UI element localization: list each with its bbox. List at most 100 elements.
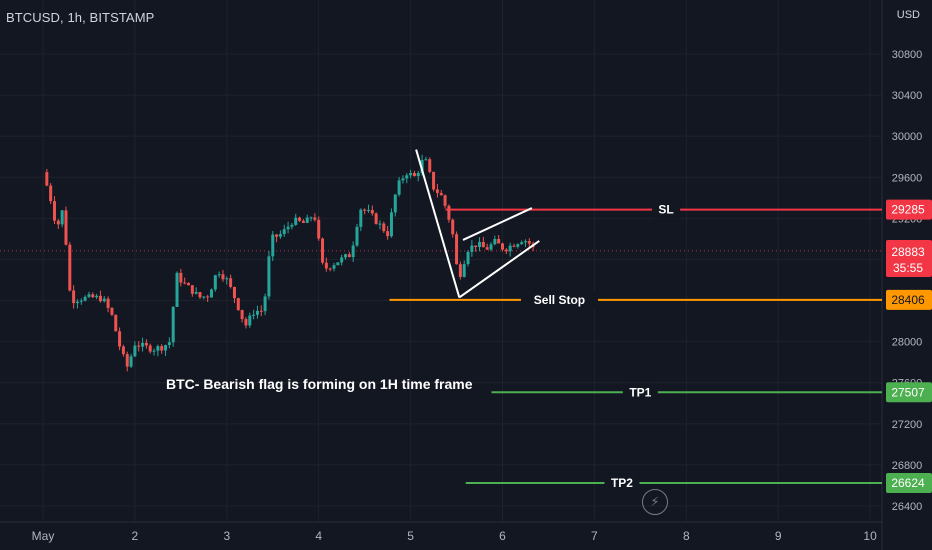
level-label-bg xyxy=(652,200,681,219)
candle-body xyxy=(141,342,145,347)
candle-body xyxy=(474,245,478,248)
candle-body xyxy=(240,309,244,320)
candle-body xyxy=(512,245,516,247)
candle-body xyxy=(508,245,512,252)
candle-body xyxy=(183,282,187,284)
x-tick-label: 2 xyxy=(132,529,139,543)
level-price-value: 26624 xyxy=(891,476,925,490)
candle-body xyxy=(485,247,489,250)
candle-body xyxy=(152,350,156,352)
candle-body xyxy=(137,345,141,347)
candle-body xyxy=(106,298,110,308)
candle-body xyxy=(324,262,328,269)
candle-body xyxy=(428,159,432,172)
y-tick-label: 30000 xyxy=(892,131,923,143)
level-lines: SL Sell Stop TP1 TP2 xyxy=(389,200,882,492)
candle-body xyxy=(493,239,497,245)
candle-body xyxy=(466,251,470,265)
candle-body xyxy=(336,262,340,266)
x-tick-label: 4 xyxy=(315,529,322,543)
currency-label[interactable]: USD xyxy=(896,9,920,21)
level-price-tags: 29285 28406 27507 26624 xyxy=(886,199,932,493)
level-price-value: 28406 xyxy=(891,293,925,307)
candle-body xyxy=(190,285,194,294)
x-tick-label: May xyxy=(32,529,55,543)
candle-body xyxy=(405,175,409,179)
candle-body xyxy=(497,239,501,244)
candle-body xyxy=(481,242,485,248)
candle-body xyxy=(382,223,386,232)
candle-body xyxy=(370,210,374,214)
candle-body xyxy=(259,310,263,312)
candle-body xyxy=(91,294,95,298)
candle-body xyxy=(397,180,401,195)
candle-body xyxy=(366,210,370,212)
candle-body xyxy=(209,289,213,298)
level-label-bg xyxy=(604,473,640,492)
candle-body xyxy=(164,345,168,351)
y-tick-label: 29600 xyxy=(892,172,923,184)
candle-body xyxy=(275,234,279,237)
candle-body xyxy=(110,307,114,315)
candle-body xyxy=(282,229,286,235)
candle-body xyxy=(133,345,137,357)
candle-body xyxy=(148,345,152,352)
candle-body xyxy=(435,189,439,193)
price-axis[interactable]: 2640026800272002760028000284002880029200… xyxy=(892,49,923,513)
candle-body xyxy=(98,295,102,302)
candle-countdown: 35:55 xyxy=(893,261,923,275)
candle-body xyxy=(52,201,56,221)
candle-body xyxy=(187,283,191,286)
current-price-value: 28883 xyxy=(891,245,925,259)
candle-body xyxy=(393,194,397,213)
candle-body xyxy=(118,331,122,347)
x-tick-label: 10 xyxy=(863,529,877,543)
current-price-tag: 28883 35:55 xyxy=(886,240,932,277)
flagpole-line[interactable] xyxy=(415,149,461,298)
level-price-value: 29285 xyxy=(891,203,925,217)
candle-body xyxy=(102,298,106,302)
candle-body xyxy=(458,264,462,277)
candle-body xyxy=(409,172,413,176)
candle-body xyxy=(248,315,252,326)
candle-body xyxy=(202,296,206,298)
candle-body xyxy=(217,274,221,276)
candle-body xyxy=(56,220,60,225)
candle-body xyxy=(263,296,267,312)
flag-upper-line[interactable] xyxy=(462,207,533,241)
candle-body xyxy=(252,314,256,316)
candle-body xyxy=(344,254,348,258)
candle-body xyxy=(244,319,248,326)
candle-body xyxy=(286,226,290,230)
candle-body xyxy=(439,192,443,196)
flag-lower-line[interactable] xyxy=(458,240,540,299)
level-price-tag xyxy=(886,289,932,310)
y-tick-label: 30400 xyxy=(892,90,923,102)
candle-body xyxy=(527,241,531,244)
lightning-icon[interactable]: ⚡ xyxy=(642,489,668,515)
candle-body xyxy=(206,296,210,298)
symbol-title[interactable]: BTCUSD, 1h, BITSTAMP xyxy=(6,10,155,25)
candle-body xyxy=(64,210,68,245)
candle-body xyxy=(175,272,179,307)
level-price-tag xyxy=(886,382,932,403)
candle-body xyxy=(294,217,298,225)
candle-body xyxy=(156,346,160,351)
candle-body xyxy=(305,217,309,223)
candle-body xyxy=(386,231,390,237)
candle-body xyxy=(49,185,53,202)
candle-body xyxy=(194,292,198,294)
candle-body xyxy=(198,292,202,298)
y-tick-label: 26400 xyxy=(892,501,923,513)
candle-body xyxy=(171,306,175,343)
candle-body xyxy=(355,226,359,246)
candle-body xyxy=(351,245,355,258)
candle-body xyxy=(501,243,504,250)
x-tick-label: 3 xyxy=(223,529,230,543)
time-axis[interactable]: May 2 3 4 5 6 7 8 9 10 xyxy=(32,529,877,543)
candle-body xyxy=(455,234,459,265)
candle-body xyxy=(60,210,64,225)
candle-body xyxy=(432,171,436,190)
candlesticks xyxy=(45,154,535,372)
